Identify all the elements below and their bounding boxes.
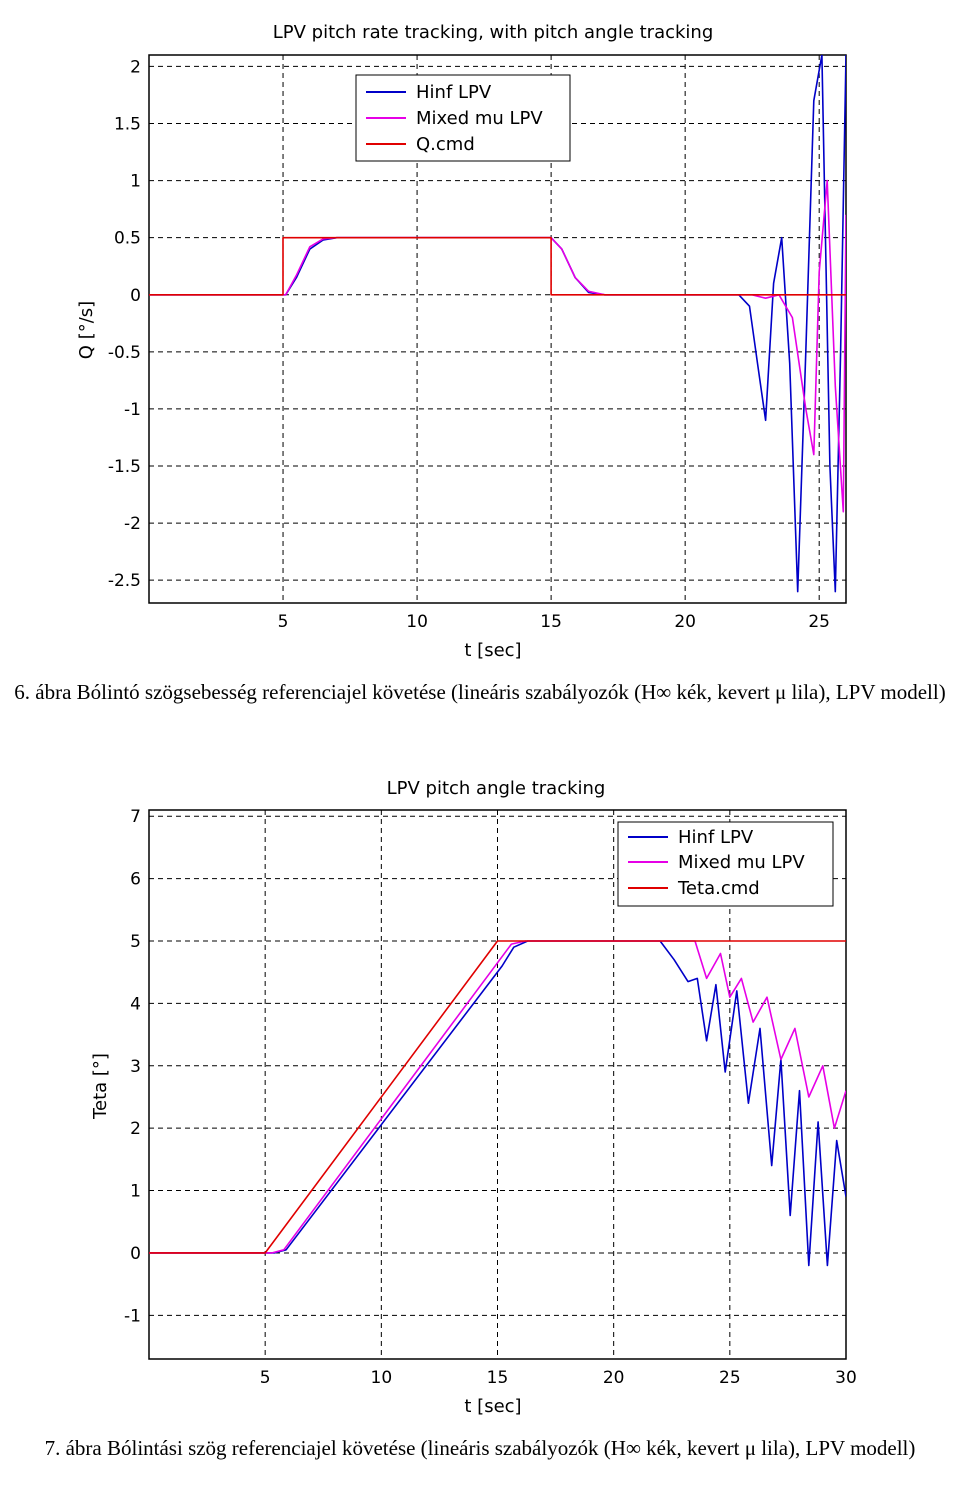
pitch-angle-chart: LPV pitch angle tracking 5 10 15 20 25 307654… [90,778,857,1417]
y-tick-label: 4 [130,994,141,1014]
x-tick-label: 15 [487,1368,509,1388]
y-tick-label: 7 [130,807,141,827]
y-tick-label: 1 [130,172,141,192]
pitch-rate-chart: LPV pitch rate tracking, with pitch angl… [76,22,847,661]
x-axis-label: t [sec] [464,640,521,661]
series-line-hinf-lpv [149,940,846,1267]
x-tick-label: 5 [278,612,289,632]
legend-label-cmd: Q.cmd [416,134,475,155]
x-tick-label: 25 [808,612,830,632]
series-line-teta-cmd [149,940,846,1254]
x-tick-label: 25 [719,1368,741,1388]
x-tick-label: 15 [540,612,562,632]
y-axis-label: Q [°/s] [76,301,97,359]
series-line-mixed-mu-lpv [149,940,846,1254]
legend: Hinf LPV Mixed mu LPV Q.cmd [355,74,571,162]
y-tick-label: 5 [130,932,141,952]
legend-box [617,821,834,907]
x-tick-label: 10 [406,612,428,632]
figure-caption-6: 6. ábra Bólintó szögsebesség referenciaj… [14,680,946,704]
y-tick-label: 3 [130,1057,141,1077]
x-tick-label: 30 [835,1368,857,1388]
x-tick-label: 5 [260,1368,271,1388]
y-tick-label: 2 [130,57,141,77]
chart-title: LPV pitch angle tracking [387,778,606,799]
x-tick-label: 20 [674,612,696,632]
figure-caption-7: 7. ábra Bólintási szög referenciajel köv… [44,1436,916,1460]
y-tick-label: -1.5 [108,457,141,477]
y-axis-label: Teta [°] [90,1053,111,1120]
y-tick-label: -0.5 [108,343,141,363]
y-tick-label: 1 [130,1182,141,1202]
legend-label-hinf: Hinf LPV [416,82,492,103]
y-tick-label: -1 [124,400,141,420]
y-tick-label: 2 [130,1119,141,1139]
series-line-q-cmd [149,236,846,296]
x-tick-label: 20 [603,1368,625,1388]
y-tick-label: 6 [130,870,141,890]
x-axis-label: t [sec] [464,1396,521,1417]
legend-label-mixed: Mixed mu LPV [416,108,543,129]
legend: Hinf LPV Mixed mu LPV Teta.cmd [617,821,834,907]
y-tick-label: 0.5 [114,229,141,249]
legend-label-cmd: Teta.cmd [677,878,760,899]
y-tick-label: 0 [130,286,141,306]
x-tick-label: 10 [371,1368,393,1388]
chart-title: LPV pitch rate tracking, with pitch angl… [273,22,714,43]
y-tick-label: 1.5 [114,115,141,135]
y-tick-label: -1 [124,1306,141,1326]
legend-label-hinf: Hinf LPV [678,827,754,848]
legend-label-mixed: Mixed mu LPV [678,852,805,873]
y-tick-label: 0 [130,1244,141,1264]
y-tick-label: -2.5 [108,571,141,591]
y-tick-label: -2 [124,514,141,534]
